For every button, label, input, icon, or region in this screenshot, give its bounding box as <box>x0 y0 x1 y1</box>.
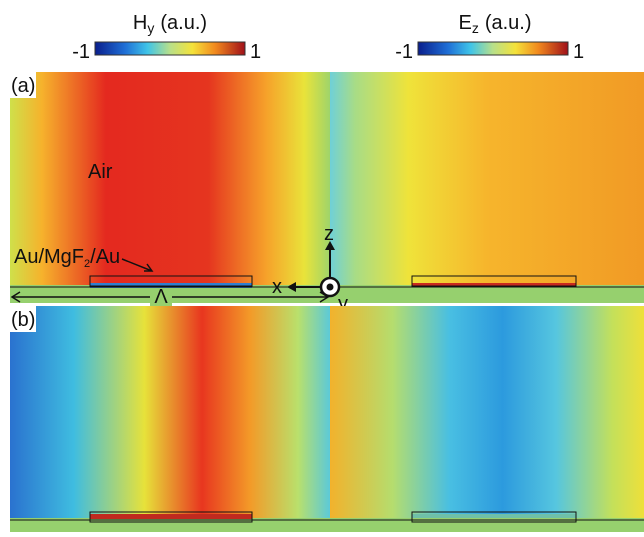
symbol: E <box>458 12 471 34</box>
label-box <box>10 72 36 98</box>
structure <box>89 275 253 287</box>
field-map <box>330 306 644 518</box>
pointer-arrow <box>121 258 154 272</box>
x-arrowhead <box>287 282 296 292</box>
colorbar: Ez (a.u.) -1 1 <box>395 12 584 63</box>
y-label: y <box>338 293 348 315</box>
structure <box>89 511 253 523</box>
label-bg <box>150 288 172 306</box>
subscript: y <box>147 20 154 36</box>
panel-label: (a) <box>11 75 35 97</box>
subscript: 2 <box>84 258 90 270</box>
unit: (a.u.) <box>485 12 532 34</box>
subscript: z <box>472 20 479 36</box>
text: Au/MgF <box>14 246 84 268</box>
colorbar-scale <box>417 41 569 56</box>
colorbar-max: 1 <box>250 41 261 63</box>
label-box <box>10 306 36 332</box>
symbol: H <box>133 12 147 34</box>
z-arrowhead <box>325 241 335 250</box>
z-label: z <box>324 223 334 245</box>
field-map <box>10 306 330 518</box>
colorbar-scale <box>94 41 246 56</box>
field-map <box>10 72 330 285</box>
colorbar-min: -1 <box>72 41 90 63</box>
unit: (a.u.) <box>160 12 207 34</box>
y-axis-dot <box>326 283 334 291</box>
panel-b: (b) <box>10 306 644 532</box>
panel-label: (b) <box>11 309 35 331</box>
field-map <box>330 72 644 285</box>
structure <box>411 511 577 523</box>
period-label: Λ <box>154 286 168 308</box>
structure <box>411 275 577 287</box>
gap-field <box>412 514 576 518</box>
gap-field <box>412 283 576 287</box>
colorbar-max: 1 <box>573 41 584 63</box>
x-label: x <box>272 276 282 298</box>
structure-label: Au/MgF2/Au <box>14 246 120 270</box>
gap-field <box>90 514 252 519</box>
panel-a: (a) Air Au/MgF2/Au Λ z x y <box>10 72 644 315</box>
colorbar: Hy (a.u.) -1 1 <box>72 12 261 63</box>
colorbar-title: Ez (a.u.) <box>458 12 531 36</box>
colorbar-title: Hy (a.u.) <box>133 12 207 36</box>
text: /Au <box>90 246 120 268</box>
colorbar-min: -1 <box>395 41 413 63</box>
air-label: Air <box>88 161 113 183</box>
